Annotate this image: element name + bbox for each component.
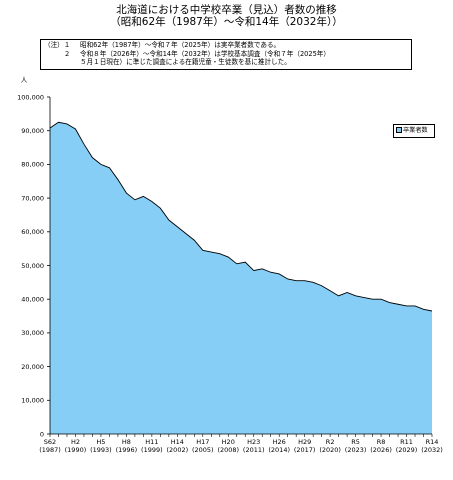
note-lead-2: ２ — [44, 49, 71, 58]
x-tick-year-8: (2011) — [243, 446, 265, 454]
x-tick-year-11: (2020) — [319, 446, 341, 454]
x-tick-era-3: H8 — [122, 438, 131, 446]
x-tick-year-12: (2023) — [345, 446, 367, 454]
x-tick-era-9: H26 — [273, 438, 286, 446]
y-tick-label-3: 30,000 — [21, 329, 44, 337]
x-tick-era-2: H5 — [96, 438, 105, 446]
x-tick-era-10: H29 — [298, 438, 311, 446]
series-line-0 — [49, 121, 433, 312]
legend-swatch — [396, 127, 402, 133]
x-tick-era-1: H2 — [71, 438, 80, 446]
x-tick-year-3: (1996) — [116, 446, 138, 454]
x-tick-era-12: R5 — [351, 438, 360, 446]
note-lead-1: （注）１ — [44, 41, 71, 49]
y-tick-label-1: 10,000 — [21, 397, 44, 405]
x-tick-era-0: S62 — [44, 438, 56, 446]
note-text-3: ５月１日現在）に準じた調査による在籍児童・生徒数を基に推計した。 — [80, 58, 291, 67]
notes-box: （注）１ 昭和62年（1987年）～令和７年（2025年）は実卒業者数である。 … — [40, 39, 412, 70]
x-tick-year-13: (2026) — [370, 446, 392, 454]
y-axis-unit-label: 人 — [21, 76, 28, 84]
y-tick-label-5: 50,000 — [21, 262, 44, 270]
x-tick-year-1: (1990) — [65, 446, 87, 454]
note-row-2: ２ 令和８年（2026年）～令和14年（2032年）は学校基本調査（令和７年（2… — [44, 50, 408, 59]
x-tick-era-7: H20 — [222, 438, 235, 446]
x-tick-era-8: H23 — [247, 438, 260, 446]
y-tick-label-6: 60,000 — [21, 228, 44, 236]
legend-label: 卒業者数 — [403, 127, 428, 134]
x-tick-year-6: (2005) — [192, 446, 214, 454]
y-tick-label-9: 90,000 — [21, 127, 44, 135]
chart-legend: 卒業者数 — [393, 124, 435, 138]
x-tick-era-13: R8 — [377, 438, 386, 446]
x-tick-year-15: (2032) — [421, 446, 443, 454]
y-tick-label-10: 100,000 — [17, 93, 44, 101]
y-tick-label-7: 70,000 — [21, 194, 44, 202]
x-tick-year-10: (2017) — [294, 446, 316, 454]
x-tick-era-14: R11 — [400, 438, 413, 446]
x-tick-year-7: (2008) — [217, 446, 239, 454]
y-tick-label-2: 20,000 — [21, 363, 44, 371]
y-tick-label-8: 80,000 — [21, 161, 44, 169]
y-tick-label-4: 40,000 — [21, 296, 44, 304]
note-text-2: 令和８年（2026年）～令和14年（2032年）は学校基本調査（令和７年（202… — [80, 49, 330, 58]
x-tick-era-15: R14 — [426, 438, 439, 446]
note-text-1: 昭和62年（1987年）～令和７年（2025年）は実卒業者数である。 — [80, 41, 281, 49]
note-row-3: ５月１日現在）に準じた調査による在籍児童・生徒数を基に推計した。 — [44, 58, 408, 67]
x-tick-era-4: H11 — [145, 438, 158, 446]
x-tick-year-5: (2002) — [167, 446, 189, 454]
series-area-0 — [50, 122, 432, 435]
x-tick-year-0: (1987) — [39, 446, 61, 454]
note-row-1: （注）１ 昭和62年（1987年）～令和７年（2025年）は実卒業者数である。 — [44, 41, 408, 50]
x-tick-year-4: (1999) — [141, 446, 163, 454]
x-tick-year-9: (2014) — [268, 446, 290, 454]
x-tick-era-5: H14 — [171, 438, 184, 446]
x-tick-year-14: (2029) — [396, 446, 418, 454]
chart-title-line1: 北海道における中学校卒業（見込）者数の推移 — [116, 4, 337, 16]
x-tick-era-11: R2 — [326, 438, 335, 446]
x-tick-era-6: H17 — [196, 438, 209, 446]
x-tick-year-2: (1993) — [90, 446, 112, 454]
y-tick-label-0: 0 — [40, 430, 44, 438]
chart-title-line2: （昭和62年（1987年）～令和14年（2032年）） — [110, 16, 343, 28]
